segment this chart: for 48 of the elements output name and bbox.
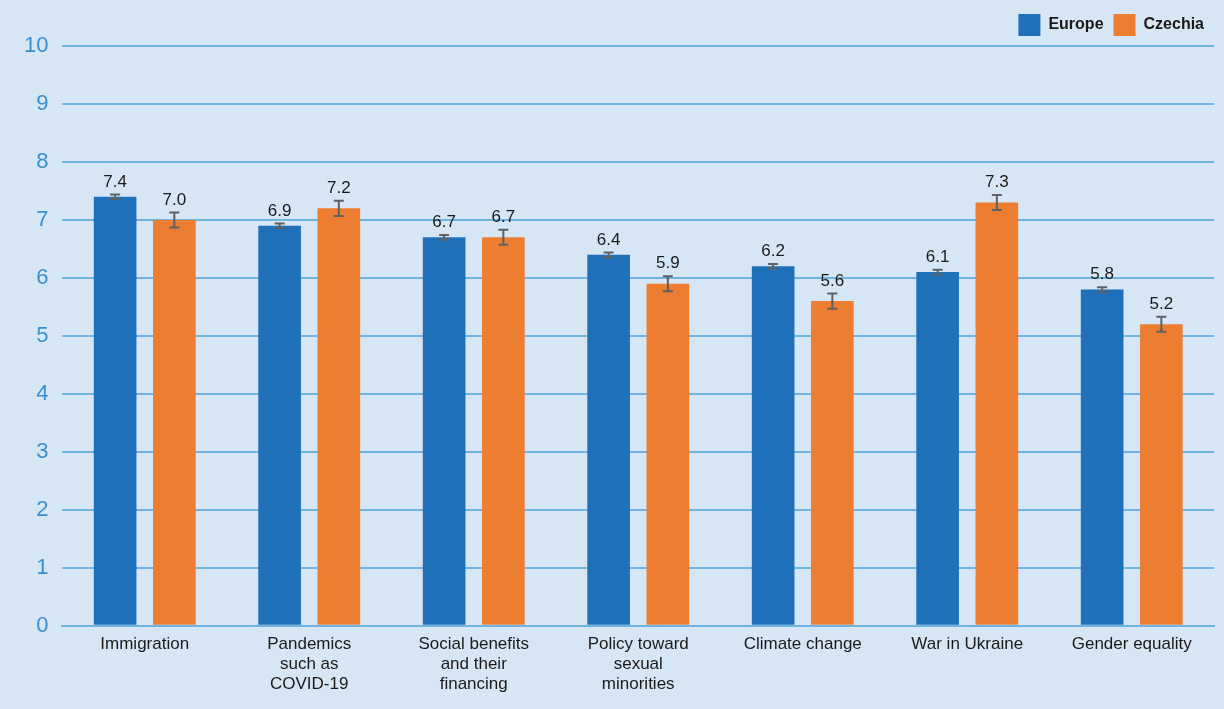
data-label: 7.0 [162,189,187,209]
data-label: 5.6 [820,270,845,290]
y-tick-label: 9 [36,90,49,116]
x-tick-label: Immigration [100,633,190,653]
bar [93,196,137,625]
data-label: 6.9 [267,200,292,220]
bar [422,237,466,625]
x-tick-label: Gender equality [1071,633,1193,653]
bar [916,272,959,625]
bar [1140,324,1183,625]
bar [1080,289,1124,625]
y-tick-label: 7 [36,206,49,231]
y-tick-label: 6 [36,263,49,289]
bar [587,254,630,625]
data-label: 7.2 [327,177,351,197]
x-tick-label: Social benefits and their financing [418,633,530,694]
bar [811,301,854,625]
y-tick-label: 10 [23,32,49,58]
legend-label: Czechia [1143,15,1205,33]
bar [975,202,1019,625]
bar [317,208,361,625]
data-label: 5.9 [656,253,680,273]
x-tick-label: Policy toward sexual minorities [587,633,689,694]
data-label: 5.8 [1090,264,1114,284]
y-tick-label: 3 [36,437,49,463]
y-tick-label: 2 [36,495,49,521]
x-tick-label: War in Ukraine [911,633,1024,653]
bar [153,219,196,625]
bar [646,283,690,625]
data-label: 6.4 [596,229,621,249]
data-label: 7.4 [103,171,127,191]
y-tick-label: 4 [36,379,49,405]
data-label: 5.2 [1149,293,1174,313]
data-label: 6.7 [432,212,456,232]
data-label: 7.3 [985,172,1009,192]
x-tick-label: Pandemics such as COVID-19 [267,633,352,694]
data-label: 6.2 [761,241,785,261]
bar [258,225,301,625]
x-tick-label: Climate change [743,633,862,653]
y-tick-label: 1 [36,553,49,579]
data-label: 6.7 [491,206,516,226]
y-tick-label: 5 [36,321,49,347]
y-tick-label: 0 [36,611,49,637]
legend-label: Europe [1048,15,1104,33]
data-label: 6.1 [925,246,950,266]
bar [482,237,525,625]
y-tick-label: 8 [36,148,49,174]
bar [751,266,795,625]
